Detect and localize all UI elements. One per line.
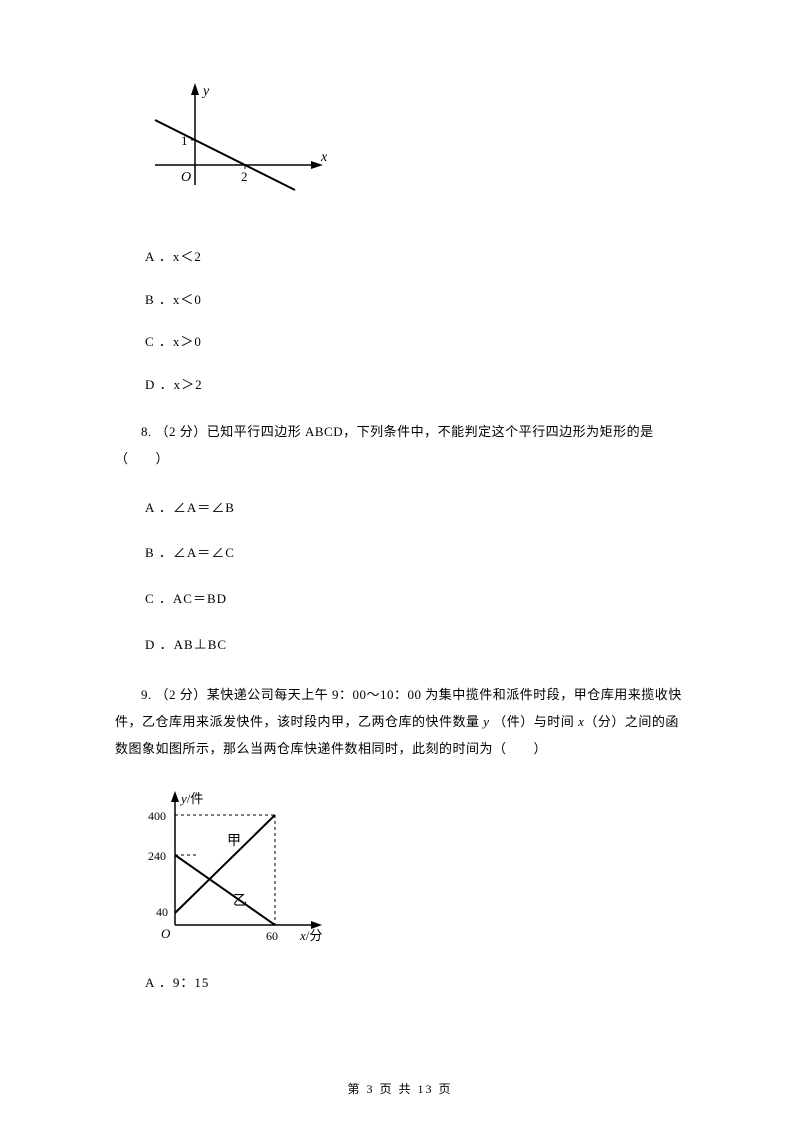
q9-text-mid: （件）与时间	[490, 714, 579, 729]
graph2-label-jia: 甲	[227, 834, 241, 849]
graph1-x-label: x	[320, 150, 328, 165]
footer-total: 13	[418, 1082, 434, 1096]
graph2-ytick-40: 40	[156, 905, 168, 919]
footer-mid: 页 共	[374, 1082, 417, 1096]
q7-option-b: B ．x＜0	[145, 290, 685, 311]
question-8: 8. （2 分）已知平行四边形 ABCD，下列条件中，不能判定这个平行四边形为矩…	[115, 418, 685, 473]
footer-suffix: 页	[434, 1082, 453, 1096]
graph1-svg: y x 1 2 O	[145, 75, 335, 215]
graph1-y-label: y	[201, 84, 210, 99]
graph-warehouse-function: y/件 x/分 400 240 40 O 60 甲 乙	[135, 785, 685, 952]
graph2-ytick-400: 400	[148, 809, 166, 823]
graph1-x-intercept: 2	[241, 169, 248, 184]
graph2-svg: y/件 x/分 400 240 40 O 60 甲 乙	[135, 785, 335, 945]
q8-option-c: C ．AC＝BD	[145, 589, 685, 610]
q8-option-a: A ．∠A＝∠B	[145, 498, 685, 519]
q7-option-c: C ．x＞0	[145, 332, 685, 353]
footer-prefix: 第	[347, 1082, 366, 1096]
q7-option-a: A ．x＜2	[145, 247, 685, 268]
page-footer: 第 3 页 共 13 页	[0, 1080, 800, 1097]
graph1-origin: O	[181, 170, 191, 185]
graph2-ytick-240: 240	[148, 849, 166, 863]
graph1-y-intercept: 1	[181, 133, 188, 148]
graph2-x-label: x/分	[299, 928, 322, 943]
graph2-label-yi: 乙	[233, 893, 247, 909]
q7-option-d: D ．x＞2	[145, 375, 685, 396]
question-9: 9. （2 分）某快递公司每天上午 9：00～10：00 为集中揽件和派件时段，…	[115, 681, 685, 763]
graph2-y-label: y/件	[179, 791, 203, 806]
graph2-origin: O	[161, 926, 171, 941]
graph-linear-function: y x 1 2 O	[145, 75, 685, 222]
graph2-xtick-60: 60	[266, 929, 278, 943]
q9-option-a: A ．9：15	[145, 973, 685, 994]
q8-option-b: B ．∠A＝∠C	[145, 543, 685, 564]
q8-option-d: D ．AB⊥BC	[145, 635, 685, 656]
